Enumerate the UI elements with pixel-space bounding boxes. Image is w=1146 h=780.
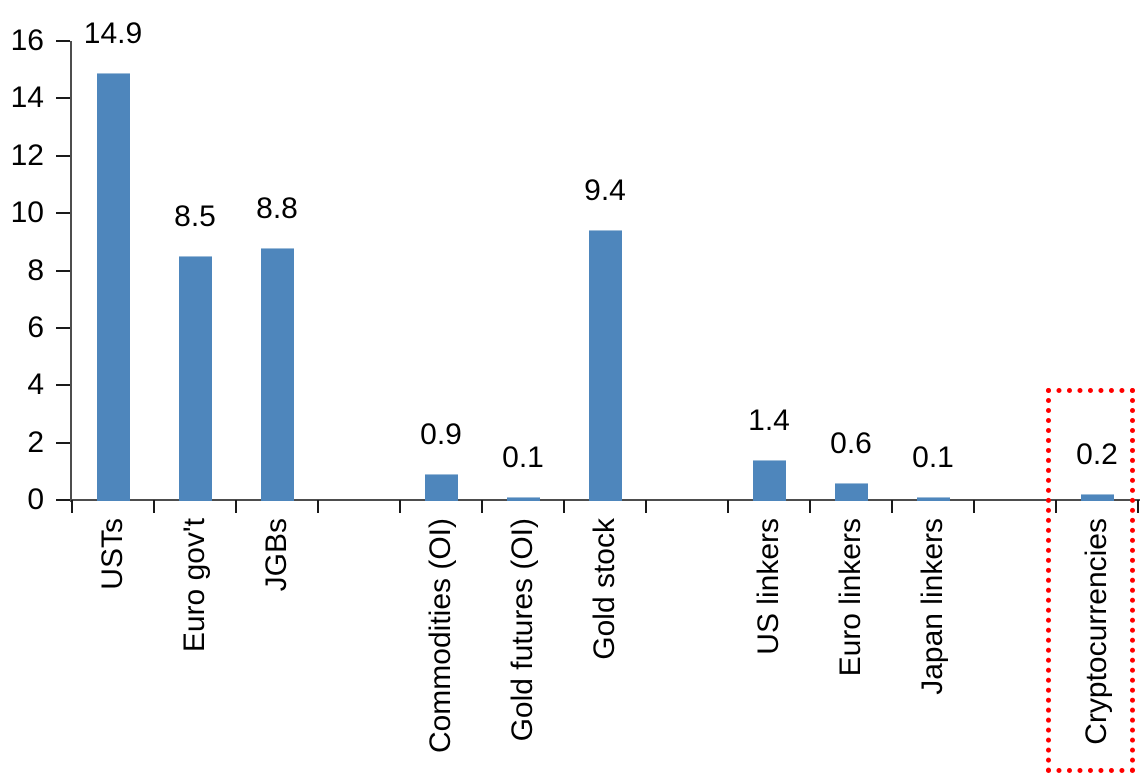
category-label-jgbs: JGBs — [260, 518, 293, 592]
y-axis-line — [70, 41, 72, 502]
y-tick-label: 4 — [27, 368, 44, 402]
x-tick — [1055, 500, 1057, 513]
y-tick-label: 14 — [10, 81, 44, 115]
y-tick — [56, 212, 70, 215]
y-tick — [56, 326, 70, 329]
value-label-japan-linkers: 0.1 — [912, 441, 954, 474]
x-tick — [235, 500, 237, 513]
x-tick — [399, 500, 401, 513]
bar-euro-gov-t — [178, 256, 212, 501]
bar-gold-stock — [588, 230, 622, 501]
value-label-gold-stock: 9.4 — [584, 174, 626, 207]
y-tick — [56, 384, 70, 387]
x-tick — [153, 500, 155, 513]
bar-commodities-oi — [424, 474, 458, 501]
x-tick — [973, 500, 975, 513]
value-label-jgbs: 8.8 — [256, 192, 298, 225]
y-tick-label: 16 — [10, 24, 44, 57]
value-label-usts: 14.9 — [83, 17, 143, 50]
highlight-rectangle-cryptocurrencies — [1046, 388, 1135, 773]
value-label-cryptocurrencies: 0.2 — [1076, 438, 1118, 471]
value-label-euro-linkers: 0.6 — [830, 427, 872, 460]
bar-us-linkers — [752, 460, 786, 501]
value-label-us-linkers: 1.4 — [748, 404, 790, 437]
y-tick — [56, 441, 70, 444]
x-tick — [809, 500, 811, 513]
x-tick — [891, 500, 893, 513]
y-tick — [56, 154, 70, 157]
bar-gold-futures-oi — [506, 497, 540, 501]
y-tick-label: 12 — [10, 138, 44, 172]
y-tick-label: 2 — [27, 425, 44, 459]
category-label-euro-linkers: Euro linkers — [834, 518, 867, 677]
category-label-usts: USTs — [96, 518, 129, 590]
bar-cryptocurrencies — [1080, 494, 1114, 501]
category-label-gold-stock: Gold stock — [588, 518, 621, 660]
y-tick — [56, 499, 70, 501]
x-tick — [645, 500, 647, 513]
y-tick-label: 8 — [27, 253, 44, 287]
value-label-commodities-oi: 0.9 — [420, 418, 462, 451]
value-label-gold-futures-oi: 0.1 — [502, 441, 544, 474]
category-label-us-linkers: US linkers — [752, 518, 785, 655]
y-tick-label: 6 — [27, 310, 44, 344]
bar-euro-linkers — [834, 483, 868, 501]
x-tick — [563, 500, 565, 513]
y-tick — [56, 40, 70, 42]
value-label-euro-gov-t: 8.5 — [174, 200, 216, 233]
x-tick — [317, 500, 319, 513]
y-tick — [56, 269, 70, 272]
x-tick — [71, 500, 73, 513]
bar-usts — [96, 73, 130, 501]
category-label-gold-futures-oi: Gold futures (OI) — [506, 518, 539, 742]
category-label-japan-linkers: Japan linkers — [916, 518, 949, 695]
category-label-euro-gov-t: Euro gov't — [178, 518, 211, 653]
x-tick — [481, 500, 483, 513]
x-tick — [1137, 500, 1139, 513]
x-tick — [727, 500, 729, 513]
y-tick — [56, 97, 70, 100]
bar-japan-linkers — [916, 497, 950, 501]
category-label-commodities-oi: Commodities (OI) — [424, 518, 457, 754]
y-tick-label: 10 — [10, 196, 44, 230]
bar-jgbs — [260, 248, 294, 501]
y-tick-label: 0 — [27, 483, 44, 516]
